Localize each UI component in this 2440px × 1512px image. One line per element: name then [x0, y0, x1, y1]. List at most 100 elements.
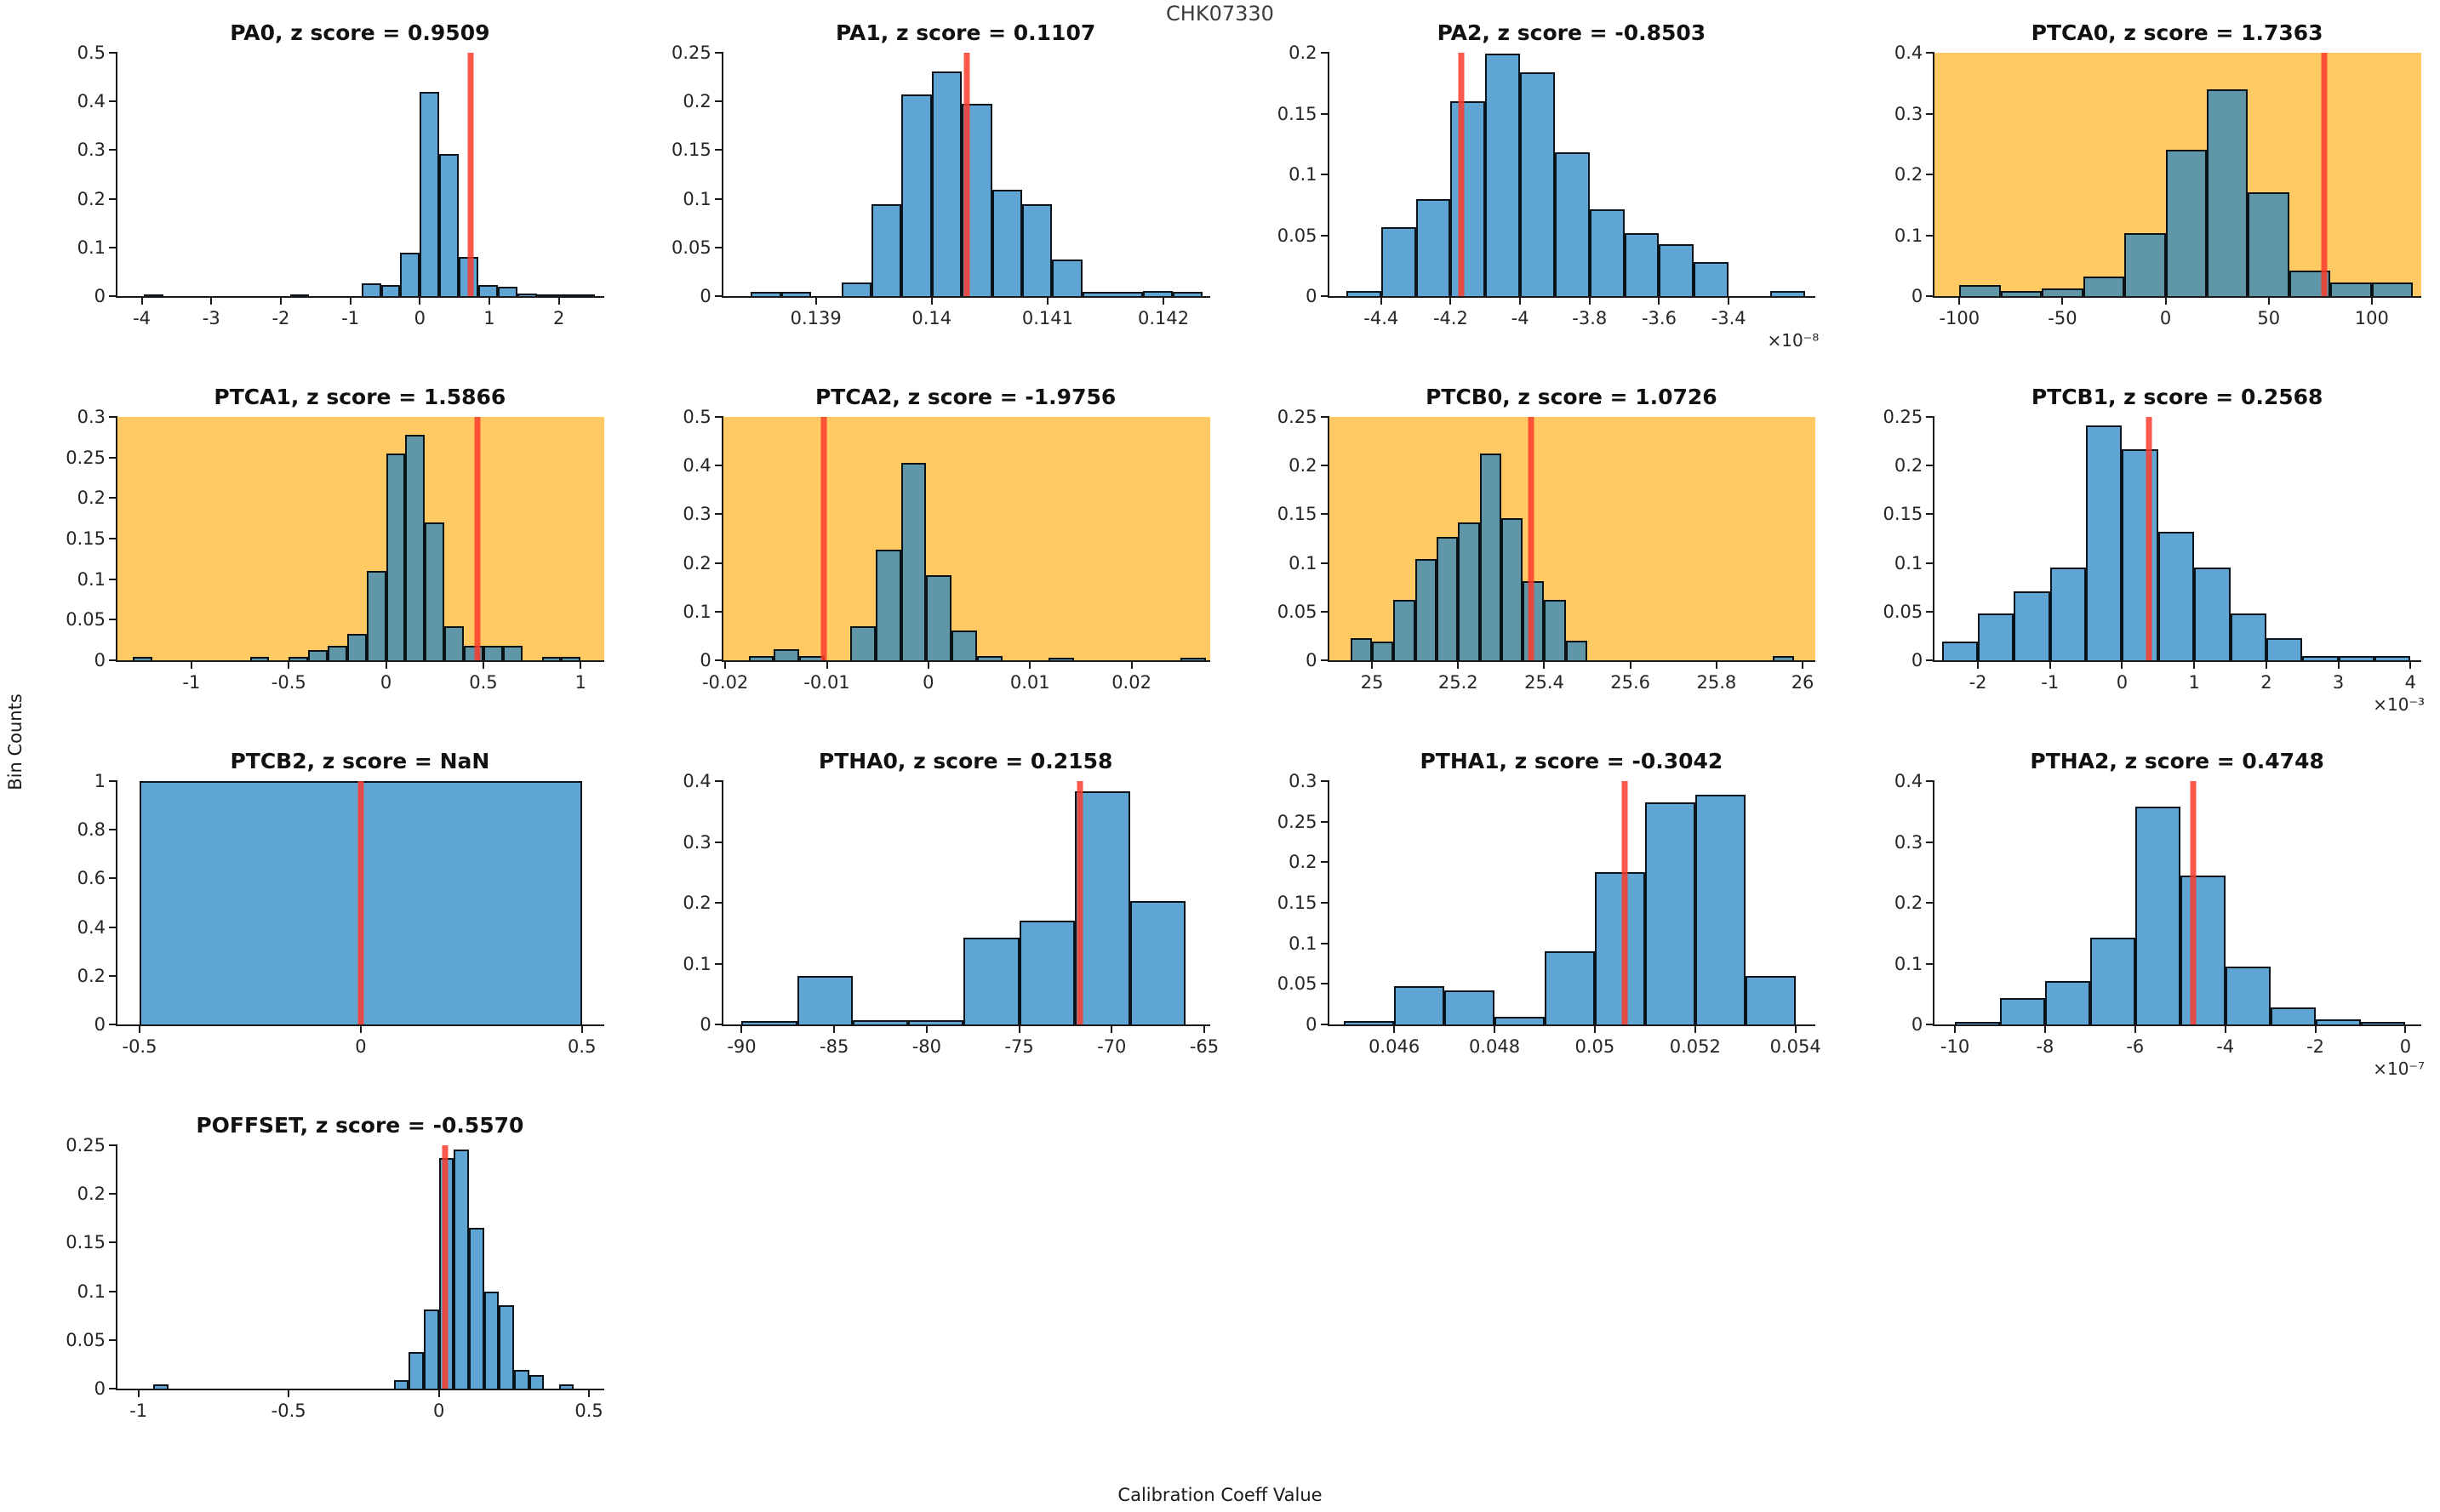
histogram-bar [1372, 642, 1394, 660]
x-tick-label: -0.5 [271, 672, 306, 693]
histogram-bar [2270, 1007, 2316, 1024]
x-tick-label: 0.5 [568, 1036, 597, 1057]
x-tick-mark [580, 660, 582, 669]
y-tick-mark [1926, 234, 1935, 237]
subplot-PTHA1: PTHA1, z score = -0.3042 0.046 0.048 0.05 0.… [1261, 747, 1821, 1081]
y-tick-mark [714, 780, 723, 782]
x-tick-label: 2 [2260, 672, 2272, 693]
histogram-bar [797, 975, 853, 1024]
x-tick-mark [930, 296, 933, 305]
x-tick-mark [1715, 660, 1717, 669]
y-tick-label: 0.25 [1883, 407, 1923, 427]
x-tick-mark [137, 1389, 140, 1397]
x-tick-mark [2121, 660, 2123, 669]
y-tick-mark [109, 1241, 117, 1244]
y-tick-label: 0 [1306, 1014, 1317, 1035]
y-tick-label: 0.2 [1289, 455, 1317, 476]
x-tick-label: -0.01 [803, 672, 850, 693]
plot-area [1329, 781, 1816, 1024]
x-tick-label: -1 [2041, 672, 2060, 693]
y-axis-label: Bin Counts [5, 693, 26, 790]
x-tick-mark [279, 296, 282, 305]
histogram-bar [931, 71, 963, 296]
x-tick-label: 100 [2354, 308, 2389, 328]
histogram-bar [2044, 981, 2090, 1024]
histogram-bar [1436, 536, 1459, 660]
y-tick-label: 0.4 [77, 91, 106, 112]
y-tick-mark [1926, 295, 1935, 297]
histogram-bar [133, 657, 153, 660]
histogram-bar [1346, 291, 1381, 296]
x-tick-label: 0.142 [1137, 308, 1190, 328]
histogram-bar [423, 1309, 439, 1389]
plot-box: -1 -0.5 0 0.5 1 0 0.05 0.1 0.15 0.2 0.25 0.3 [66, 407, 604, 693]
x-tick-label: 0 [380, 672, 392, 693]
x-tick-label: -3 [202, 308, 220, 328]
y-tick-mark [714, 659, 723, 661]
y-tick-label: 0.3 [683, 504, 711, 525]
histogram-bar [1052, 259, 1083, 296]
histogram-bar [561, 657, 581, 660]
y-tick-mark [714, 100, 723, 103]
plot-box: -0.02 -0.01 0 0.01 0.02 0 0.1 0.2 0.3 0.4 0.5 [683, 407, 1210, 693]
y-tick-mark [1320, 820, 1329, 823]
y-tick-mark [109, 456, 117, 459]
y-tick-label: 0.3 [683, 831, 711, 853]
x-tick-mark [1494, 1024, 1495, 1033]
y-tick-mark [109, 619, 117, 621]
x-tick-mark [482, 660, 484, 669]
x-tick-mark [288, 660, 290, 669]
x-tick-mark [1130, 660, 1133, 669]
plot-box: -0.5 0 0.5 0 0.2 0.4 0.6 0.8 1 [77, 771, 604, 1057]
z-score-marker-line [2321, 53, 2328, 296]
x-tick-label: 25 [1360, 672, 1384, 693]
x-tick-mark [1203, 1024, 1205, 1033]
y-tick-label: 0.25 [66, 1135, 106, 1155]
y-tick-label: 0.25 [66, 447, 106, 468]
histogram-bar [1659, 243, 1694, 296]
x-tick-label: -2 [1969, 672, 1987, 693]
histogram-bar [502, 645, 523, 660]
y-tick-mark [1320, 942, 1329, 944]
subplot-title: PTHA0, z score = 0.2158 [818, 749, 1113, 773]
histogram-bar [2330, 282, 2372, 296]
histogram-bar [529, 1374, 545, 1389]
histogram-bar [1500, 517, 1523, 660]
y-tick-mark [1320, 52, 1329, 54]
histogram-bar [2360, 1022, 2406, 1024]
x-tick-label: -3.6 [1641, 308, 1677, 328]
y-tick-mark [109, 295, 117, 297]
histogram-bar [425, 522, 445, 660]
histogram-bar [2225, 967, 2271, 1024]
histogram-bar [2266, 637, 2303, 660]
y-tick-mark [109, 416, 117, 418]
x-tick-label: 3 [2332, 672, 2345, 693]
x-tick-mark [1794, 1024, 1797, 1033]
histogram-bar [951, 630, 978, 660]
y-tick-label: 0.15 [1277, 504, 1317, 525]
y-tick-label: 0.2 [683, 552, 711, 573]
highlighted-plot-area [1934, 53, 2421, 296]
x-tick-label: 1 [574, 672, 586, 693]
y-tick-mark [714, 149, 723, 151]
x-tick-label: 0.046 [1369, 1036, 1420, 1057]
y-tick-label: 0.15 [66, 1232, 106, 1253]
histogram-bar [2049, 568, 2087, 660]
x-tick-label: 0 [2116, 672, 2129, 693]
x-tick-label: 0.14 [911, 308, 952, 328]
y-tick-mark [714, 962, 723, 965]
histogram-bar [483, 645, 503, 660]
histogram-bar [2374, 656, 2411, 660]
histogram-bar [748, 656, 774, 660]
y-tick-mark [109, 52, 117, 54]
plot-area [1329, 53, 1816, 296]
subplot-PTCB0: PTCB0, z score = 1.0726 25 25.2 25.4 25.6 25.… [1261, 383, 1821, 716]
y-tick-mark [714, 465, 723, 467]
histogram-bar [2302, 656, 2339, 660]
histogram-bar [1494, 1017, 1545, 1024]
y-tick-label: 0.4 [77, 916, 106, 938]
y-tick-mark [109, 780, 117, 782]
x-tick-label: -0.5 [271, 1401, 306, 1421]
x-tick-label: -2 [2306, 1036, 2325, 1057]
